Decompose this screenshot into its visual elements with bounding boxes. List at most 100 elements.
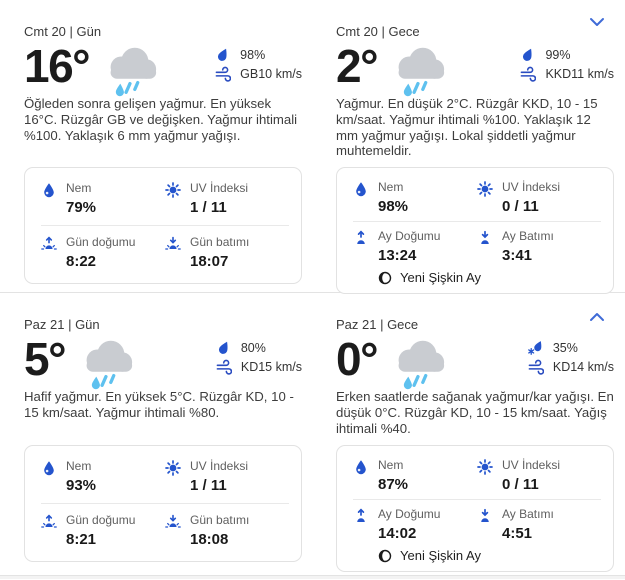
rain-snow-icon: [528, 340, 544, 356]
wind-value: KD15 km/s: [240, 360, 302, 374]
detail-value: 93%: [66, 477, 97, 494]
detail-value: 13:24: [378, 247, 417, 265]
card-header: Cmt 20 | Gece: [336, 24, 420, 39]
detail-uv: UV İndeksi 1 / 11: [165, 459, 289, 495]
uv-sun-icon: [165, 181, 181, 217]
detail-label: UV İndeksi: [190, 459, 249, 473]
detail-sunrise: Gün doğumu 8:21: [41, 513, 165, 549]
detail-sunset: Gün batımı 18:07: [165, 235, 289, 271]
wind-icon: [215, 66, 232, 82]
wind-icon: [528, 359, 544, 375]
wind-value: KD14 km/s: [552, 360, 614, 374]
summary-stats: 35% KD14 km/s: [528, 335, 614, 375]
details-divider: [353, 221, 601, 223]
detail-label: UV İndeksi: [502, 458, 561, 472]
detail-value: 87%: [378, 476, 409, 493]
raindrop-icon: [215, 47, 231, 63]
sunrise-icon: [41, 513, 57, 549]
precip-chance: 35%: [552, 341, 578, 355]
precip-chance: 99%: [545, 48, 571, 62]
card-header: Paz 21 | Gece: [336, 317, 419, 332]
chevron-down-icon: [587, 13, 607, 31]
detail-value: 0 / 11: [502, 198, 539, 216]
detail-label: UV İndeksi: [502, 180, 561, 195]
details-divider: [41, 503, 289, 504]
collapse-toggle-button[interactable]: [586, 13, 608, 31]
detail-value: 0 / 11: [502, 476, 539, 493]
humidity-drop-icon: [353, 458, 369, 494]
card-header: Paz 21 | Gün: [24, 317, 100, 332]
humidity-drop-icon: [41, 459, 57, 495]
moonrise-icon: [353, 507, 369, 543]
moon-phase-row: Yeni Şişkin Ay: [378, 548, 601, 563]
detail-value: 14:02: [378, 525, 417, 542]
moonset-icon: [477, 507, 493, 543]
humidity-drop-icon: [41, 181, 57, 217]
sunrise-icon: [41, 235, 57, 271]
detail-value: 1 / 11: [190, 477, 227, 494]
wind-icon: [520, 66, 537, 82]
rain-cloud-icon: [74, 335, 136, 393]
detail-label: Ay Doğumu: [378, 507, 441, 521]
detail-value: 18:07: [190, 253, 229, 270]
wind-icon: [216, 359, 232, 375]
moonset-icon: [477, 229, 493, 265]
details-divider: [353, 499, 601, 500]
detail-label: Nem: [66, 181, 92, 195]
moon-phase-icon: [378, 549, 392, 563]
sunset-icon: [165, 235, 181, 271]
detail-label: Gün batımı: [190, 235, 250, 249]
detail-label: Nem: [378, 458, 404, 472]
detail-uv: UV İndeksi 1 / 11: [165, 181, 289, 217]
uv-sun-icon: [165, 459, 181, 495]
sunset-icon: [165, 513, 181, 549]
raindrop-icon: [216, 340, 232, 356]
detail-label: Ay Doğumu: [378, 229, 441, 244]
detail-humidity: Nem 79%: [41, 181, 165, 217]
temperature: 2°: [336, 40, 378, 92]
day-section-cmt-20: Cmt 20 | Gün 16° 98% GB10 km/s: [0, 13, 625, 295]
forecast-card-day: Paz 21 | Gün 5° 80% KD15 km/s: [24, 317, 302, 572]
detail-value: 18:08: [190, 531, 229, 548]
detail-value: 3:41: [502, 247, 533, 265]
forecast-description: Hafif yağmur. En yüksek 5°C. Rüzgâr KD, …: [24, 389, 294, 420]
detail-uv: UV İndeksi 0 / 11: [477, 180, 601, 216]
detail-value: 1 / 11: [190, 199, 227, 216]
detail-label: UV İndeksi: [190, 181, 249, 195]
detail-label: Ay Batımı: [502, 507, 554, 521]
moon-phase-label: Yeni Şişkin Ay: [400, 270, 481, 286]
detail-moonset: Ay Batımı 4:51: [477, 507, 601, 543]
detail-label: Gün batımı: [190, 513, 250, 527]
detail-uv: UV İndeksi 0 / 11: [477, 458, 601, 494]
detail-label: Ay Batımı: [502, 229, 554, 244]
detail-label: Nem: [378, 180, 404, 195]
detail-label: Gün doğumu: [66, 235, 136, 249]
summary-stats: 80% KD15 km/s: [216, 335, 302, 375]
rain-cloud-icon: [98, 42, 160, 100]
detail-label: Gün doğumu: [66, 513, 136, 527]
rain-cloud-icon: [386, 42, 448, 100]
moon-phase-icon: [378, 271, 392, 285]
detail-moonset: Ay Batımı 3:41: [477, 229, 601, 265]
humidity-drop-icon: [353, 180, 369, 216]
chevron-up-icon: [587, 308, 607, 326]
precip-chance: 98%: [240, 48, 266, 62]
card-header: Cmt 20 | Gün: [24, 24, 102, 39]
details-box: Nem 79% UV İndeksi 1 / 11: [24, 167, 302, 284]
forecast-card-day: Cmt 20 | Gün 16° 98% GB10 km/s: [24, 24, 302, 294]
details-divider: [41, 225, 289, 226]
rain-cloud-icon: [386, 335, 448, 393]
raindrop-icon: [520, 47, 536, 63]
collapse-toggle-button[interactable]: [586, 308, 608, 326]
detail-moonrise: Ay Doğumu 14:02: [353, 507, 477, 543]
moonrise-icon: [353, 229, 369, 265]
wind-value: KKD11 km/s: [545, 67, 614, 81]
temperature: 5°: [24, 333, 66, 385]
details-box: Nem 93% UV İndeksi 1 / 11: [24, 445, 302, 562]
forecast-card-night: Cmt 20 | Gece 2° 99% KKD11 km/s: [336, 24, 614, 295]
moon-phase-row: Yeni Şişkin Ay: [378, 270, 601, 285]
precip-chance: 80%: [240, 341, 266, 355]
moon-phase-label: Yeni Şişkin Ay: [400, 548, 481, 563]
detail-label: Nem: [66, 459, 92, 473]
